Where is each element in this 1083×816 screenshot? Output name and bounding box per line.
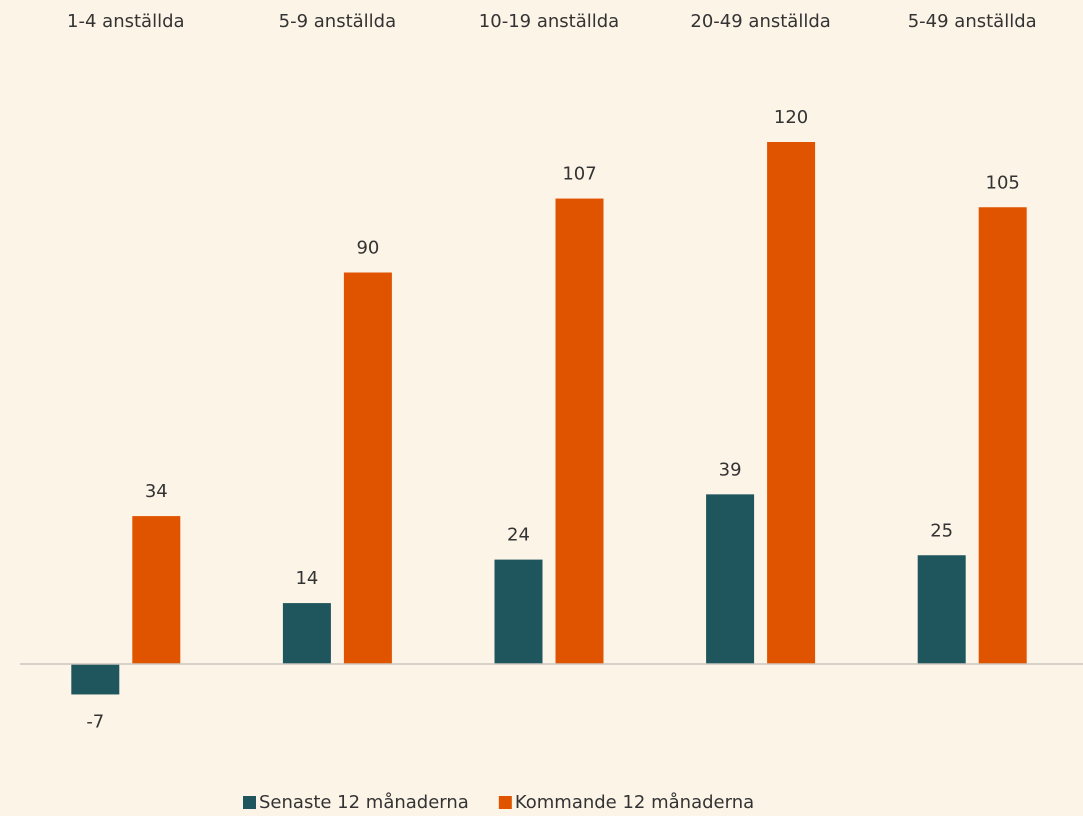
category-label: 1-4 anställda — [67, 11, 184, 32]
data-label: 25 — [930, 520, 953, 541]
category-label: 20-49 anställda — [690, 11, 830, 32]
data-label: 105 — [986, 172, 1020, 193]
data-label: 120 — [774, 107, 808, 128]
legend-swatch — [498, 796, 512, 809]
bar — [917, 555, 966, 664]
data-label: 90 — [356, 238, 379, 259]
legend-label: Kommande 12 månaderna — [515, 792, 754, 813]
bar — [71, 664, 120, 695]
data-label: 24 — [507, 525, 530, 546]
bar — [555, 198, 604, 665]
data-label: 39 — [719, 459, 742, 480]
category-label: 5-49 anställda — [908, 11, 1037, 32]
bar — [132, 516, 181, 664]
bar — [343, 272, 392, 664]
data-label: -7 — [86, 711, 104, 732]
legend-swatch — [243, 796, 256, 809]
bar — [494, 559, 543, 664]
category-label: 10-19 anställda — [479, 11, 619, 32]
legend-label: Senaste 12 månaderna — [259, 792, 469, 813]
bar — [706, 494, 755, 664]
category-label: 5-9 anställda — [279, 11, 396, 32]
data-label: 107 — [562, 164, 596, 185]
data-label: 34 — [145, 481, 168, 502]
bar — [767, 142, 816, 664]
bar — [282, 603, 331, 664]
bar — [978, 207, 1027, 664]
data-label: 14 — [295, 568, 318, 589]
